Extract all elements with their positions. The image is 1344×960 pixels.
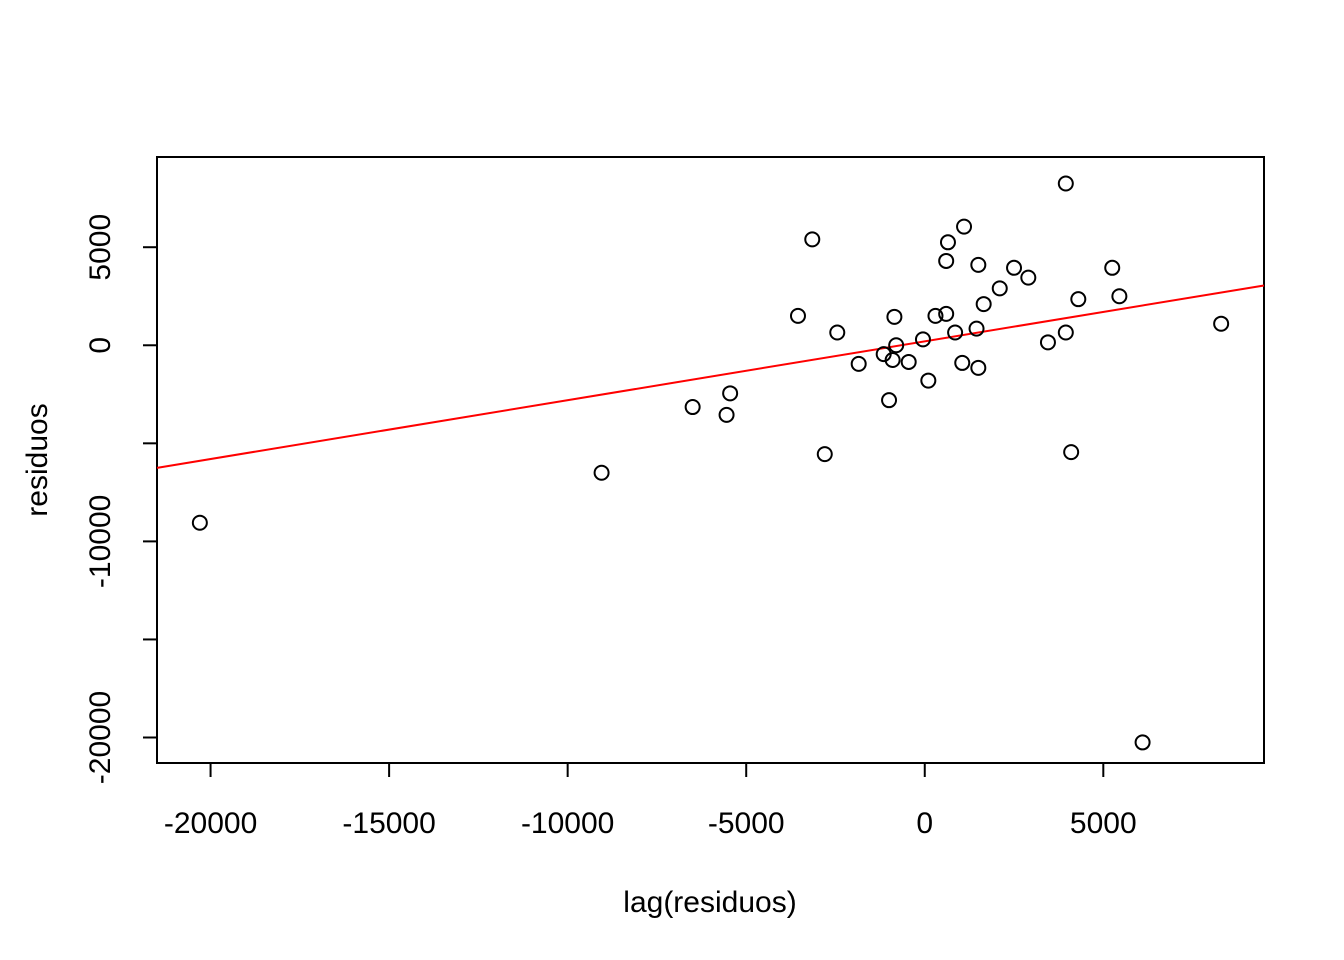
data-point [881, 392, 898, 409]
data-point [850, 355, 867, 372]
y-axis: -20000 -10000 0 5000 [84, 214, 158, 784]
y-tick-label: -10000 [84, 495, 117, 588]
data-point [1039, 334, 1056, 351]
data-point [1006, 259, 1023, 276]
points-layer [191, 175, 1230, 751]
plot-frame [156, 156, 1265, 764]
x-axis-title: lag(residuos) [623, 886, 796, 919]
data-point [938, 305, 955, 322]
regression-line-layer [156, 284, 1265, 469]
x-tick-label: -20000 [164, 807, 257, 840]
data-point [1213, 315, 1230, 332]
data-point [975, 296, 992, 313]
data-point [789, 307, 806, 324]
x-tick-label: -10000 [521, 807, 614, 840]
data-point [970, 359, 987, 376]
x-tick-label: 0 [916, 807, 933, 840]
data-point [804, 231, 821, 248]
data-point [191, 514, 208, 531]
data-point [593, 464, 610, 481]
x-tick-label: -15000 [342, 807, 435, 840]
data-point [1134, 734, 1151, 751]
data-point [927, 307, 944, 324]
data-point [947, 324, 964, 341]
data-point [920, 372, 937, 389]
y-tick-label: 5000 [84, 214, 117, 281]
data-point [816, 446, 833, 463]
data-point [914, 331, 931, 348]
data-point [1057, 175, 1074, 192]
data-point [939, 234, 956, 251]
y-tick-label: -20000 [84, 691, 117, 784]
data-point [1063, 444, 1080, 461]
regression-line [156, 284, 1265, 469]
data-point [888, 337, 905, 354]
data-point [1111, 288, 1128, 305]
data-point [1020, 269, 1037, 286]
data-point [884, 351, 901, 368]
data-point [970, 256, 987, 273]
x-axis: -20000 -15000 -10000 -5000 0 5000 [164, 762, 1137, 840]
y-axis-title: residuos [21, 403, 54, 516]
data-point [956, 218, 973, 235]
data-point [938, 252, 955, 269]
data-point [991, 280, 1008, 297]
data-point [722, 385, 739, 402]
data-point [1057, 324, 1074, 341]
data-point [718, 406, 735, 423]
data-point [954, 354, 971, 371]
y-tick-label: 0 [84, 337, 117, 354]
data-point [886, 308, 903, 325]
data-point [684, 399, 701, 416]
data-point [1104, 259, 1121, 276]
data-point [968, 320, 985, 337]
x-tick-label: 5000 [1070, 807, 1137, 840]
data-point [1070, 291, 1087, 308]
x-tick-label: -5000 [708, 807, 785, 840]
data-point [900, 353, 917, 370]
data-point [829, 324, 846, 341]
